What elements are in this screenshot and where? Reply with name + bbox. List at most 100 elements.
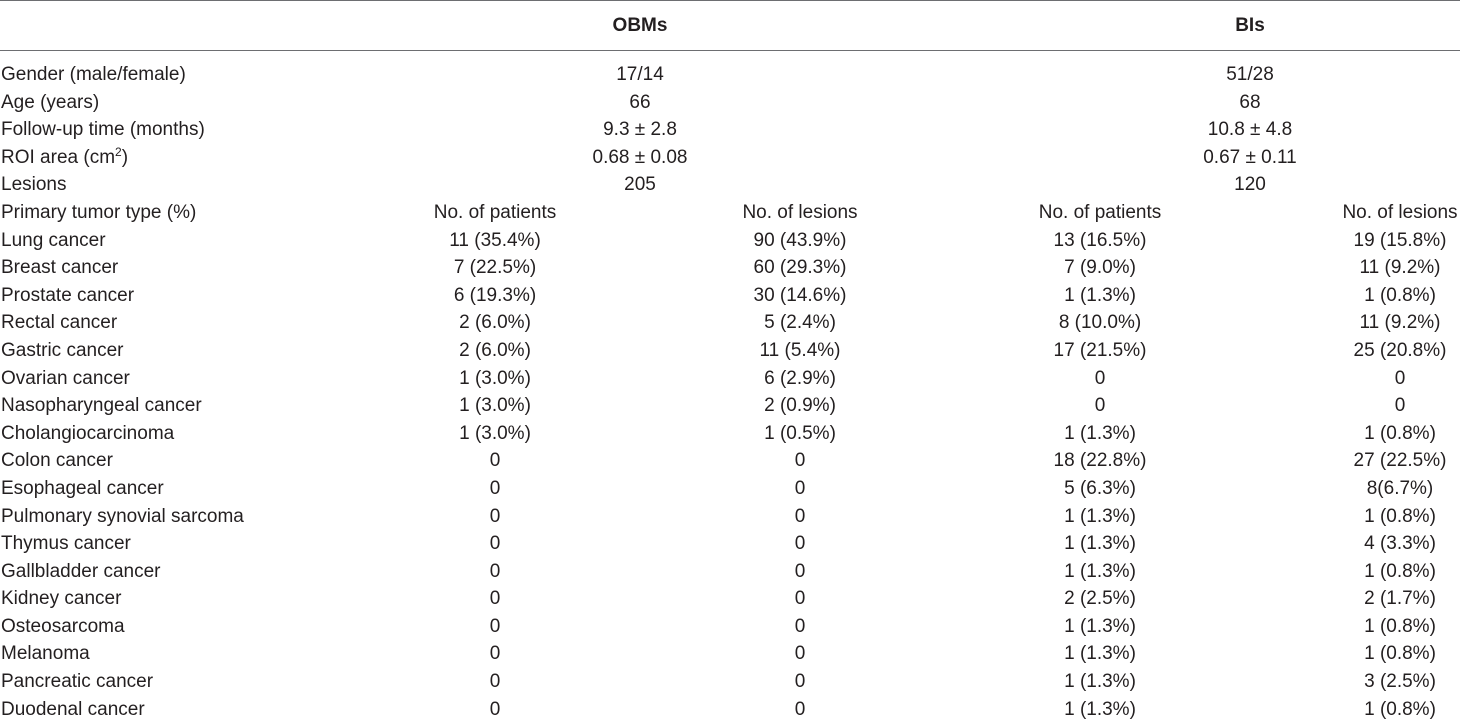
subheader-obms-lesions: No. of lesions	[742, 201, 858, 223]
row-label-superscript: 2	[115, 144, 122, 159]
obms-value: 9.3 ± 2.8	[603, 119, 677, 141]
subheader-label: Primary tumor type (%)	[1, 201, 197, 223]
bis-patients-value: 8 (10.0%)	[1058, 312, 1142, 334]
row-label: Age (years)	[1, 91, 100, 113]
bis-patients-value: 18 (22.8%)	[1053, 450, 1147, 472]
table-row: Duodenal cancer 0 0 1 (1.3%) 1 (0.8%)	[0, 696, 1460, 723]
table-row: Age (years) 66 68	[0, 89, 1460, 117]
bis-patients-value: 1 (1.3%)	[1064, 422, 1136, 444]
tumor-type-label: Nasopharyngeal cancer	[1, 395, 202, 417]
obms-value: 17/14	[616, 64, 664, 85]
obms-patients-value: 0	[489, 450, 501, 472]
obms-value: 205	[624, 174, 656, 196]
bis-patients-value: 1 (1.3%)	[1064, 698, 1136, 720]
table-body: Gender (male/female) 17/14 51/28 Age (ye…	[0, 61, 1460, 723]
tumor-type-label: Duodenal cancer	[1, 698, 145, 720]
subheader-obms-patients: No. of patients	[433, 201, 557, 223]
table-row: Gallbladder cancer 0 0 1 (1.3%) 1 (0.8%)	[0, 558, 1460, 586]
bis-lesions-value: 1 (0.8%)	[1364, 643, 1436, 665]
tumor-type-label: Melanoma	[1, 643, 90, 665]
tumor-rows: Lung cancer 11 (35.4%) 90 (43.9%) 13 (16.5%…	[0, 227, 1460, 723]
bis-lesions-value: 11 (9.2%)	[1359, 257, 1441, 279]
obms-lesions-value: 11 (5.4%)	[759, 339, 841, 361]
bis-lesions-value: 1 (0.8%)	[1364, 422, 1436, 444]
bis-patients-value: 1 (1.3%)	[1064, 533, 1136, 555]
obms-lesions-value: 0	[794, 450, 806, 472]
bis-lesions-value: 0	[1394, 367, 1406, 389]
bis-patients-value: 1 (1.3%)	[1064, 284, 1136, 306]
tumor-type-label: Kidney cancer	[1, 588, 122, 610]
tumor-type-label: Ovarian cancer	[1, 367, 130, 389]
bis-lesions-value: 3 (2.5%)	[1364, 671, 1436, 693]
obms-lesions-value: 0	[794, 588, 806, 610]
bis-lesions-value: 19 (15.8%)	[1353, 229, 1447, 251]
bis-lesions-value: 2 (1.7%)	[1364, 588, 1436, 610]
bis-patients-value: 7 (9.0%)	[1064, 257, 1136, 279]
table-row: Gastric cancer 2 (6.0%) 11 (5.4%) 17 (21.5%…	[0, 337, 1460, 365]
bis-lesions-value: 1 (0.8%)	[1364, 505, 1436, 527]
bis-patients-value: 0	[1094, 367, 1106, 389]
bis-lesions-value: 1 (0.8%)	[1364, 615, 1436, 637]
obms-lesions-value: 2 (0.9%)	[764, 395, 836, 417]
obms-lesions-value: 0	[794, 671, 806, 693]
tumor-type-label: Breast cancer	[1, 257, 119, 279]
bis-patients-value: 13 (16.5%)	[1053, 229, 1147, 251]
obms-patients-value: 0	[489, 615, 501, 637]
obms-patients-value: 0	[489, 505, 501, 527]
row-label: Follow-up time (months)	[1, 119, 205, 141]
bis-patients-value: 0	[1094, 395, 1106, 417]
table-row: Nasopharyngeal cancer 1 (3.0%) 2 (0.9%) 0 0	[0, 392, 1460, 420]
bis-lesions-value: 11 (9.2%)	[1359, 312, 1441, 334]
table-row: Kidney cancer 0 0 2 (2.5%) 2 (1.7%)	[0, 585, 1460, 613]
obms-value: 66	[629, 91, 651, 113]
table-top-rule	[0, 0, 1460, 1]
obms-patients-value: 2 (6.0%)	[459, 339, 531, 361]
obms-lesions-value: 0	[794, 560, 806, 582]
bis-value: 51/28	[1226, 64, 1274, 85]
bis-lesions-value: 1 (0.8%)	[1364, 560, 1436, 582]
table-row: Ovarian cancer 1 (3.0%) 6 (2.9%) 0 0	[0, 365, 1460, 393]
bis-lesions-value: 0	[1394, 395, 1406, 417]
subheader-bis-patients: No. of patients	[1038, 201, 1162, 223]
obms-lesions-value: 1 (0.5%)	[764, 422, 836, 444]
obms-patients-value: 0	[489, 671, 501, 693]
obms-lesions-value: 0	[794, 698, 806, 720]
bis-lesions-value: 8(6.7%)	[1366, 477, 1434, 499]
obms-patients-value: 11 (35.4%)	[449, 229, 541, 251]
subheader-bis-lesions: No. of lesions	[1342, 201, 1458, 223]
tumor-type-label: Rectal cancer	[1, 312, 118, 334]
obms-lesions-value: 0	[794, 615, 806, 637]
bis-patients-value: 1 (1.3%)	[1064, 643, 1136, 665]
tumor-type-label: Pulmonary synovial sarcoma	[1, 505, 244, 527]
bis-lesions-value: 27 (22.5%)	[1353, 450, 1447, 472]
row-label: ROI area (cm2)	[1, 144, 128, 172]
table-header-rule	[0, 50, 1460, 51]
table-row: Esophageal cancer 0 0 5 (6.3%) 8(6.7%)	[0, 475, 1460, 503]
bis-value: 120	[1234, 174, 1266, 196]
obms-patients-value: 1 (3.0%)	[459, 422, 531, 444]
table-row: Prostate cancer 6 (19.3%) 30 (14.6%) 1 (1.3…	[0, 282, 1460, 310]
obms-lesions-value: 90 (43.9%)	[753, 229, 847, 251]
tumor-type-label: Gastric cancer	[1, 339, 124, 361]
obms-lesions-value: 0	[794, 533, 806, 555]
table-row: Follow-up time (months) 9.3 ± 2.8 10.8 ±…	[0, 116, 1460, 144]
table-row: Cholangiocarcinoma 1 (3.0%) 1 (0.5%) 1 (1.3…	[0, 420, 1460, 448]
table-header: OBMs BIs	[0, 0, 1460, 50]
table-row: Osteosarcoma 0 0 1 (1.3%) 1 (0.8%)	[0, 613, 1460, 641]
table-row: ROI area (cm2) 0.68 ± 0.08 0.67 ± 0.11	[0, 144, 1460, 172]
row-label: Gender (male/female)	[1, 64, 186, 85]
table-row: Pulmonary synovial sarcoma 0 0 1 (1.3%) 1 (0…	[0, 503, 1460, 531]
subheader-row: Primary tumor type (%) No. of patients N…	[0, 199, 1460, 227]
bis-lesions-value: 1 (0.8%)	[1364, 698, 1436, 720]
bis-patients-value: 1 (1.3%)	[1064, 560, 1136, 582]
tumor-type-label: Cholangiocarcinoma	[1, 422, 175, 444]
obms-patients-value: 0	[489, 533, 501, 555]
bis-value: 0.67 ± 0.11	[1203, 146, 1297, 168]
obms-patients-value: 1 (3.0%)	[459, 367, 531, 389]
table-row: Lung cancer 11 (35.4%) 90 (43.9%) 13 (16.5%…	[0, 227, 1460, 255]
obms-patients-value: 7 (22.5%)	[453, 257, 537, 279]
obms-patients-value: 0	[489, 477, 501, 499]
obms-lesions-value: 5 (2.4%)	[764, 312, 836, 334]
tumor-type-label: Colon cancer	[1, 450, 113, 472]
row-label: Lesions	[1, 174, 67, 196]
